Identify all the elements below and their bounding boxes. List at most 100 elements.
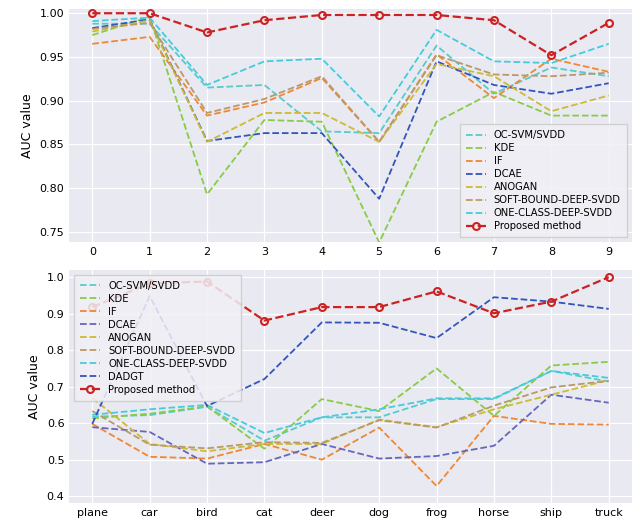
ANOGAN [146, 17, 154, 23]
SOFT-BOUND-DEEP-SVDD [318, 439, 326, 446]
ONE-CLASS-DEEP-SVDD [318, 55, 326, 62]
SOFT-BOUND-DEEP-SVDD [88, 408, 96, 414]
DCAE [547, 392, 555, 398]
IF [203, 455, 211, 462]
Line: OC-SVM/SVDD: OC-SVM/SVDD [92, 24, 609, 133]
IF [547, 421, 555, 427]
Proposed method [433, 12, 440, 18]
KDE [375, 408, 383, 414]
ONE-CLASS-DEEP-SVDD [88, 18, 96, 24]
KDE [433, 119, 440, 125]
Line: DCAE: DCAE [92, 395, 609, 464]
IF [490, 95, 498, 101]
ONE-CLASS-DEEP-SVDD [146, 406, 154, 412]
Line: ANOGAN: ANOGAN [92, 380, 609, 451]
DCAE [375, 455, 383, 462]
Line: IF: IF [92, 416, 609, 486]
Y-axis label: AUC value: AUC value [21, 93, 34, 158]
ANOGAN [490, 73, 498, 79]
ONE-CLASS-DEEP-SVDD [605, 375, 612, 381]
KDE [605, 112, 612, 119]
OC-SVM/SVDD [375, 130, 383, 136]
OC-SVM/SVDD [433, 43, 440, 49]
IF [260, 99, 268, 106]
Line: OC-SVM/SVDD: OC-SVM/SVDD [92, 371, 609, 440]
ANOGAN [260, 441, 268, 447]
Proposed method [318, 12, 326, 18]
SOFT-BOUND-DEEP-SVDD [88, 26, 96, 32]
ANOGAN [433, 424, 440, 430]
KDE [88, 32, 96, 38]
ANOGAN [318, 110, 326, 116]
ONE-CLASS-DEEP-SVDD [203, 402, 211, 408]
SOFT-BOUND-DEEP-SVDD [605, 378, 612, 384]
Line: ANOGAN: ANOGAN [92, 20, 609, 142]
OC-SVM/SVDD [318, 128, 326, 135]
DCAE [260, 130, 268, 136]
ANOGAN [203, 448, 211, 454]
IF [318, 456, 326, 463]
IF [318, 75, 326, 81]
Proposed method [490, 17, 498, 23]
Proposed method [605, 274, 612, 280]
SOFT-BOUND-DEEP-SVDD [433, 52, 440, 59]
OC-SVM/SVDD [547, 64, 555, 71]
ONE-CLASS-DEEP-SVDD [375, 113, 383, 120]
Line: KDE: KDE [92, 16, 609, 243]
Proposed method [433, 288, 440, 295]
IF [146, 454, 154, 460]
DCAE [547, 90, 555, 97]
Proposed method [547, 298, 555, 305]
OC-SVM/SVDD [146, 21, 154, 27]
IF [375, 139, 383, 145]
Line: SOFT-BOUND-DEEP-SVDD: SOFT-BOUND-DEEP-SVDD [92, 381, 609, 448]
KDE [547, 112, 555, 119]
IF [260, 441, 268, 447]
ANOGAN [605, 377, 612, 383]
SOFT-BOUND-DEEP-SVDD [203, 445, 211, 452]
Proposed method [318, 304, 326, 310]
SOFT-BOUND-DEEP-SVDD [375, 139, 383, 145]
DADGT [88, 421, 96, 427]
ANOGAN [203, 139, 211, 145]
OC-SVM/SVDD [605, 378, 612, 385]
SOFT-BOUND-DEEP-SVDD [260, 96, 268, 102]
Line: ONE-CLASS-DEEP-SVDD: ONE-CLASS-DEEP-SVDD [92, 18, 609, 117]
IF [605, 69, 612, 75]
ANOGAN [260, 110, 268, 116]
DADGT [605, 306, 612, 312]
Line: DADGT: DADGT [92, 296, 609, 424]
ANOGAN [88, 395, 96, 401]
DADGT [490, 294, 498, 301]
ANOGAN [318, 441, 326, 447]
KDE [203, 403, 211, 410]
ANOGAN [146, 441, 154, 447]
ONE-CLASS-DEEP-SVDD [547, 368, 555, 374]
SOFT-BOUND-DEEP-SVDD [490, 402, 498, 409]
OC-SVM/SVDD [547, 368, 555, 374]
SOFT-BOUND-DEEP-SVDD [203, 110, 211, 116]
DADGT [203, 403, 211, 409]
IF [490, 413, 498, 419]
ANOGAN [375, 139, 383, 145]
OC-SVM/SVDD [318, 414, 326, 420]
DADGT [260, 376, 268, 382]
IF [375, 425, 383, 431]
SOFT-BOUND-DEEP-SVDD [433, 425, 440, 431]
KDE [547, 362, 555, 369]
KDE [433, 365, 440, 372]
ANOGAN [490, 406, 498, 412]
DCAE [433, 58, 440, 64]
ONE-CLASS-DEEP-SVDD [88, 412, 96, 418]
SOFT-BOUND-DEEP-SVDD [547, 384, 555, 390]
OC-SVM/SVDD [146, 412, 154, 418]
Proposed method [547, 52, 555, 59]
Legend: OC-SVM/SVDD, KDE, IF, DCAE, ANOGAN, SOFT-BOUND-DEEP-SVDD, ONE-CLASS-DEEP-SVDD, D: OC-SVM/SVDD, KDE, IF, DCAE, ANOGAN, SOFT… [74, 275, 241, 401]
Proposed method [203, 29, 211, 36]
Proposed method [146, 10, 154, 16]
OC-SVM/SVDD [490, 396, 498, 402]
SOFT-BOUND-DEEP-SVDD [260, 439, 268, 445]
SOFT-BOUND-DEEP-SVDD [547, 73, 555, 79]
IF [547, 55, 555, 62]
DCAE [490, 82, 498, 88]
